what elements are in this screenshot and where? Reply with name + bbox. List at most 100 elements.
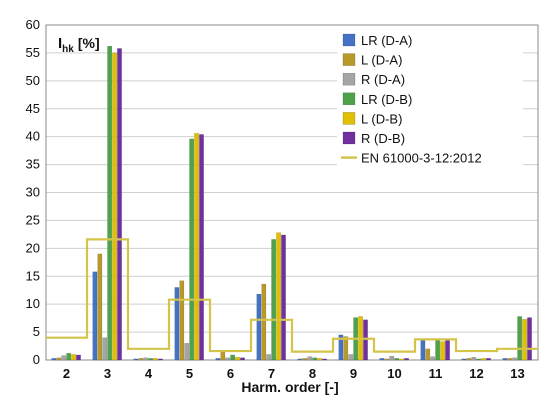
bar [143,357,149,361]
bar [158,358,163,361]
bar [522,319,527,361]
x-tick-label: 4 [145,366,153,381]
bar [399,358,404,361]
bar [179,280,185,361]
bar [174,287,180,361]
legend-label: LR (D-A) [361,33,412,48]
legend-label: LR (D-B) [361,92,412,107]
y-tick-label: 40 [26,129,40,144]
bar [512,357,518,361]
legend-swatch [342,131,356,145]
y-tick-label: 60 [26,17,40,32]
bar [97,253,103,361]
legend: LR (D-A) L (D-A) R (D-A) LR (D-B) L (D-B) R (… [337,30,523,176]
bars [51,46,532,361]
bar [220,351,226,361]
x-tick-label: 6 [227,366,234,381]
bar [107,46,113,361]
x-tick-label: 5 [186,366,193,381]
bar [117,48,122,361]
bar [281,234,286,361]
legend-label: L (D-B) [361,111,402,126]
bar [420,339,426,361]
bar [322,358,327,361]
bar [297,358,303,361]
bar [148,358,154,361]
bar [302,358,308,361]
bar [435,340,441,361]
limit-line [46,238,538,353]
limit-step-line [46,238,538,353]
y-axis-label-sub: hk [62,44,74,55]
bar [256,293,262,361]
x-tick-label: 12 [469,366,483,381]
legend-swatch [342,92,356,106]
y-axis-label-main: I [58,35,62,52]
bar [445,338,450,361]
legend-label: R (D-B) [361,131,405,146]
bar [76,354,81,361]
bar [235,357,240,361]
bar [517,316,523,361]
y-tick-label: 20 [26,240,40,255]
plot-border [45,24,539,361]
y-tick-label: 5 [33,324,40,339]
bar [317,358,322,361]
bar [476,358,482,361]
legend-swatch [342,72,356,86]
legend-label: R (D-A) [361,72,405,87]
legend-swatch [342,53,356,66]
y-tick-label: 55 [26,45,40,60]
bar [384,358,390,361]
bar [153,358,158,361]
bar [394,358,400,361]
bar [481,358,486,361]
bar [102,337,108,361]
x-axis-label: Harm. order [-] [241,379,338,395]
bar [61,355,67,361]
bar [276,232,281,361]
plot-area [45,24,539,361]
bar [343,336,349,361]
bar [133,358,139,361]
bar [215,358,221,361]
bar [348,354,354,361]
bar [230,354,236,361]
bar [461,358,467,361]
y-tick-label: 0 [33,352,40,367]
bar [199,134,204,361]
bar [425,348,431,361]
bar [261,283,267,361]
bar [225,357,231,361]
bar [138,358,144,361]
bar [307,356,313,361]
x-tick-label: 3 [104,366,111,381]
bar [430,356,436,361]
y-axis-label: Ihk [%] [58,35,100,55]
bar [404,358,409,361]
legend-label: EN 61000-3-12:2012 [361,151,482,166]
y-axis-label-unit: [%] [78,35,100,51]
bar [71,354,76,361]
y-tick-label: 35 [26,157,40,172]
y-tick-label: 15 [26,268,40,283]
x-tick-label: 2 [63,366,70,381]
bar [51,358,57,361]
legend-background [337,30,523,176]
bar [440,341,445,361]
bar [338,334,344,361]
x-tick-label: 10 [387,366,401,381]
x-tick-label: 8 [309,366,316,381]
bar [486,358,491,361]
y-tick-label: 50 [26,73,40,88]
bar [194,133,199,361]
bar [271,239,277,361]
bar [527,317,532,361]
x-tick-label: 13 [510,366,524,381]
bar [379,358,385,361]
y-tick-label: 25 [26,212,40,227]
bar [266,354,272,361]
bar [92,271,98,361]
bar [312,357,318,361]
bar [471,357,477,361]
